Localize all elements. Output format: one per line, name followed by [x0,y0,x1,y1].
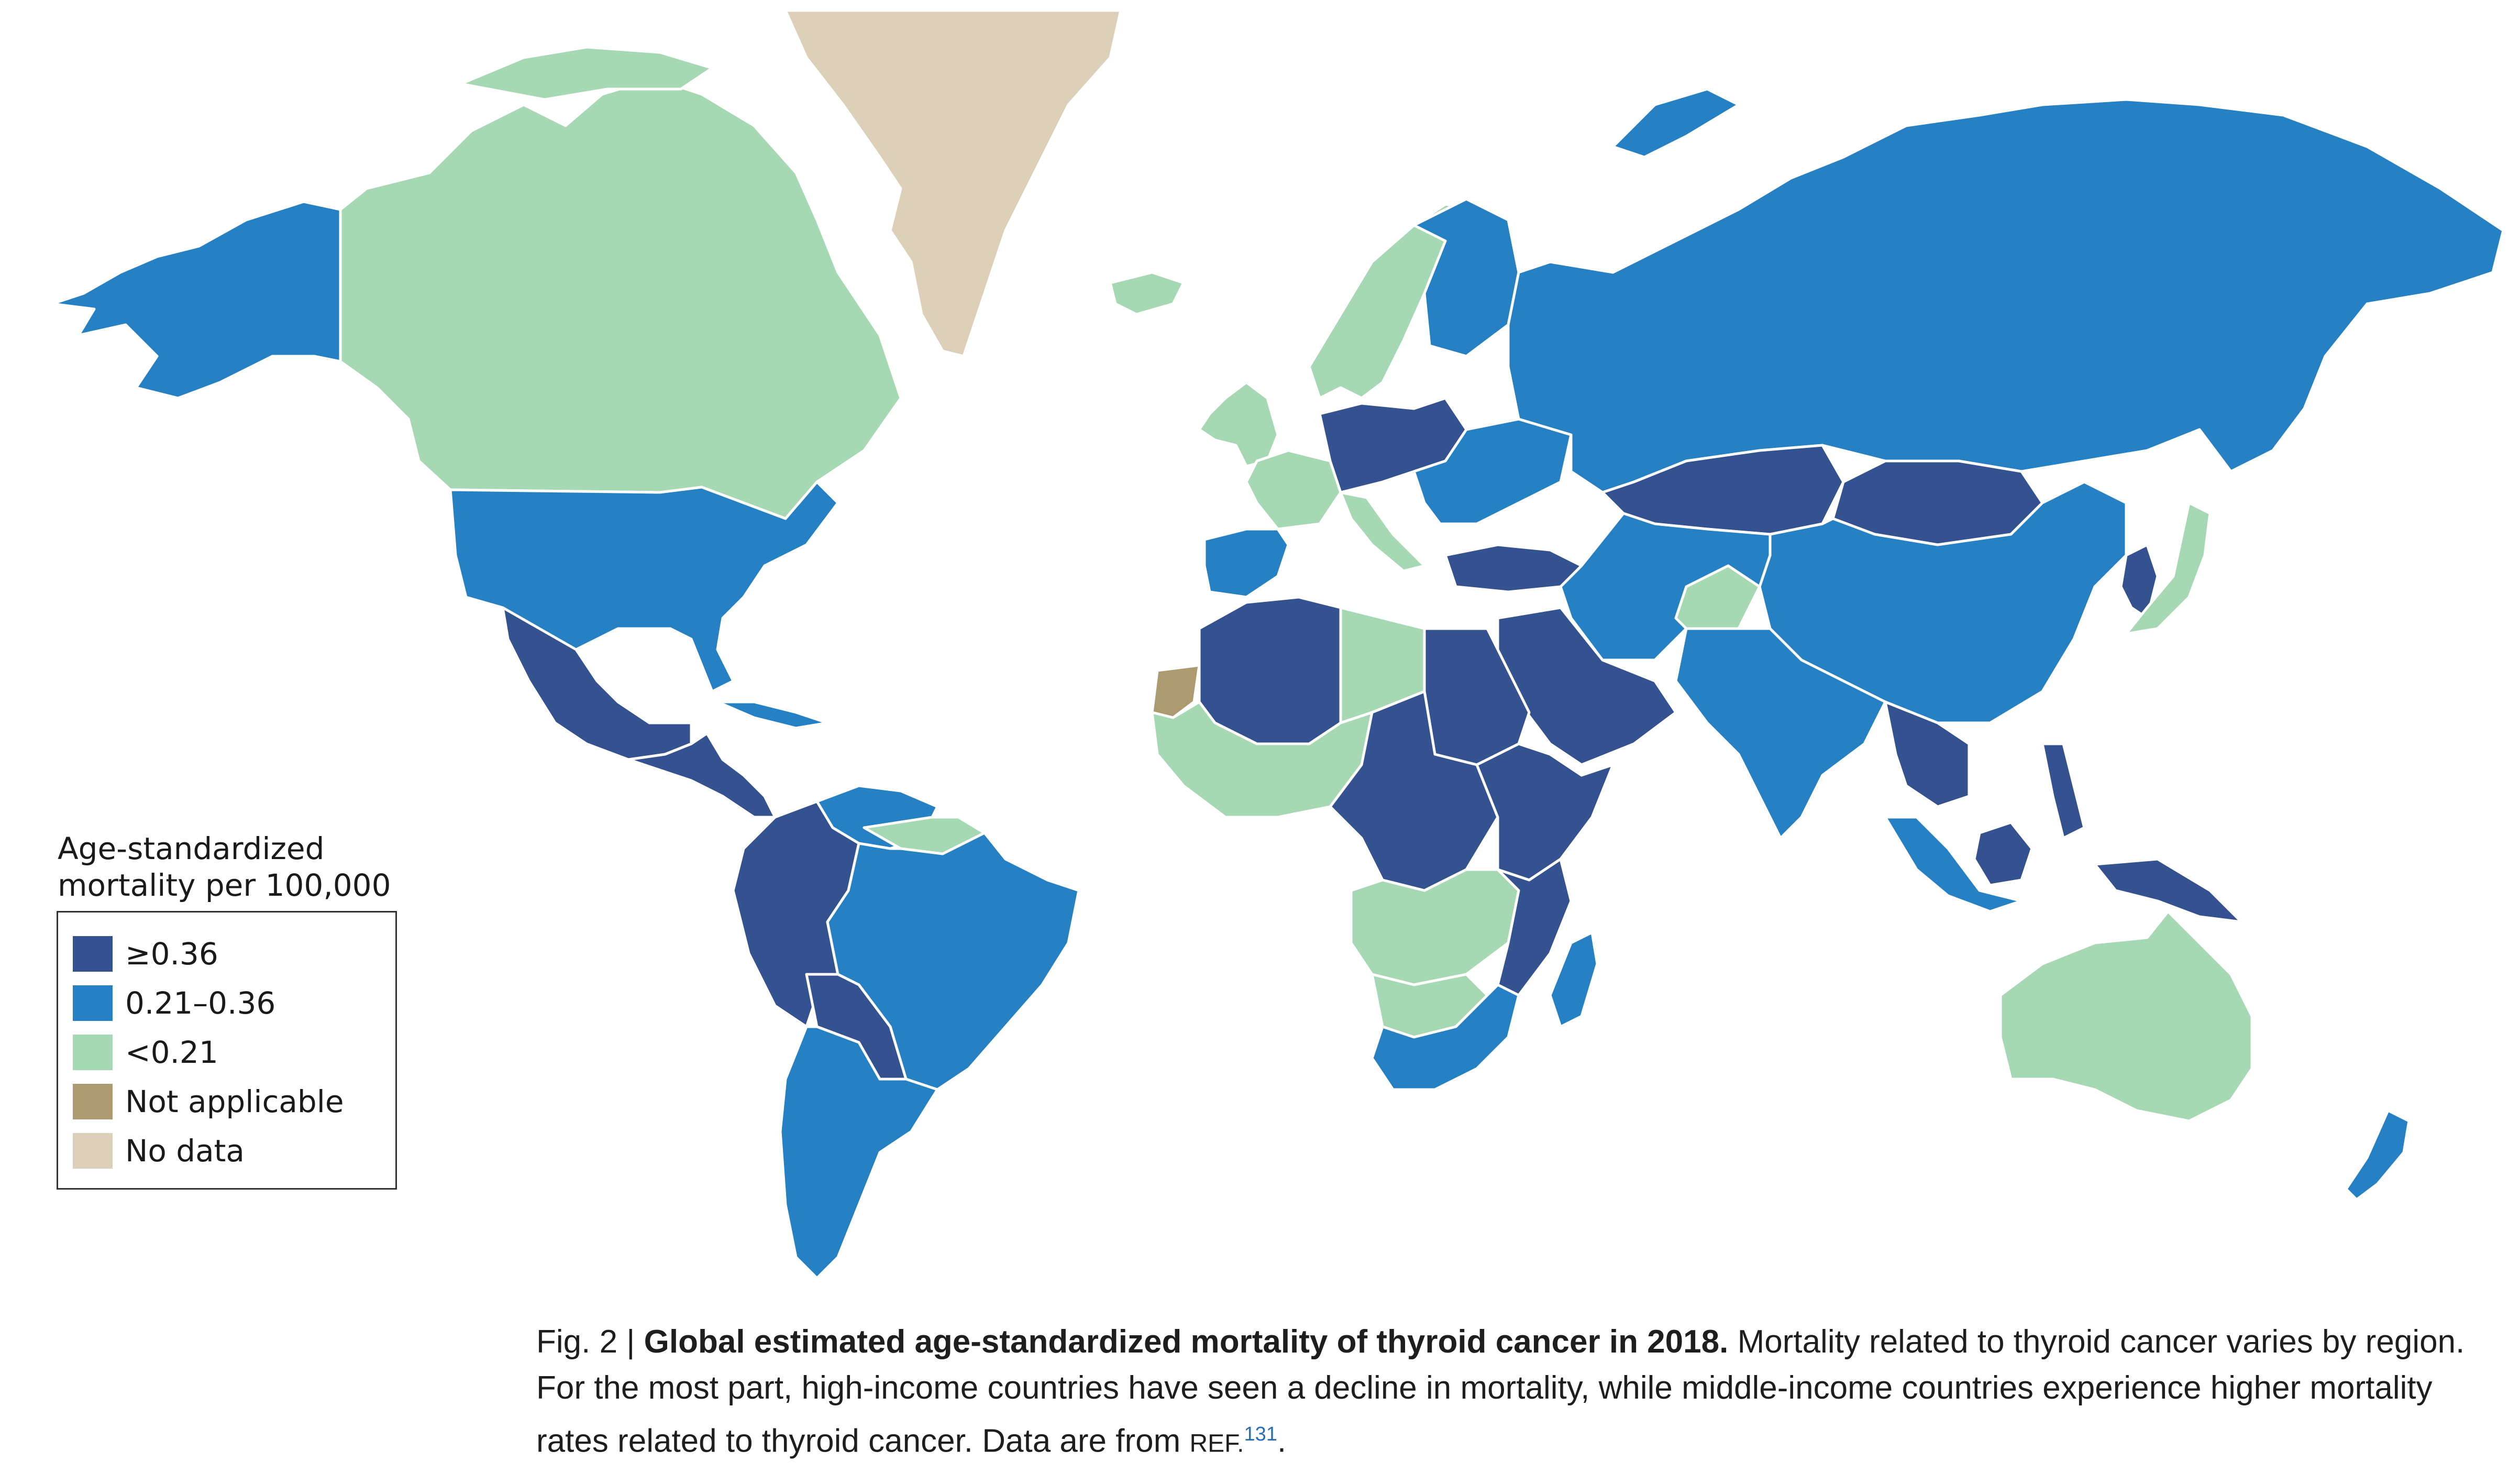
region-canada-islands [459,46,714,101]
legend-item-high: ≥0.36 [73,929,383,979]
legend-swatch-no-data [73,1133,113,1169]
region-eastern-europe [1412,417,1573,525]
region-central-america [627,732,777,819]
world-map-svg [51,9,2505,1278]
caption-end: . [1277,1423,1287,1459]
region-western-sahara [1151,664,1201,719]
caption-title: Global estimated age-standardized mortal… [644,1324,1729,1360]
legend-title-line1: Age-standardized [58,831,325,866]
region-iberia [1203,527,1290,599]
region-chile-argentina [779,1025,939,1278]
region-uk-ireland [1198,381,1279,468]
region-russia [1507,98,2505,494]
region-india-pakistan [1674,627,1887,840]
region-madagascar [1549,931,1599,1028]
region-east-africa [1475,742,1615,882]
figure-caption: Fig. 2 | Global estimated age-standardiz… [536,1319,2505,1467]
region-new-zealand [2345,1109,2411,1201]
region-finland [1412,197,1520,358]
region-southeast-africa [1496,858,1573,997]
region-iceland [1109,271,1185,316]
legend-label-low: <0.21 [125,1035,218,1070]
region-borneo [1973,821,2033,887]
legend-swatch-low [73,1035,113,1070]
region-central-africa [1329,690,1499,892]
caption-body: Mortality related to thyroid cancer vari… [536,1324,2465,1459]
region-north-africa-west [1198,596,1342,745]
legend-title: Age-standardized mortality per 100,000 [58,830,397,904]
region-cuba [716,700,829,730]
region-greenland [784,9,1122,358]
legend-swatch-mid [73,985,113,1021]
region-italy [1339,491,1426,573]
region-canada [339,77,902,520]
region-south-africa [1370,983,1520,1091]
legend-swatch-not-applicable [73,1084,113,1119]
region-angola-zambia [1350,868,1520,986]
region-new-guinea [2093,858,2243,924]
legend-box: ≥0.36 0.21–0.36 <0.21 Not applicable No … [57,911,397,1190]
legend-item-mid: 0.21–0.36 [73,979,383,1028]
legend: Age-standardized mortality per 100,000 ≥… [57,830,397,1190]
region-indonesia [1884,816,2023,913]
region-russia-north [1611,87,1740,159]
legend-label-high: ≥0.36 [125,936,218,972]
legend-label-no-data: No data [125,1133,245,1169]
caption-ref-label: REF. [1189,1430,1244,1458]
caption-fig-number: Fig. 2 | [536,1324,635,1360]
legend-item-low: <0.21 [73,1028,383,1077]
region-japan [2125,501,2212,635]
legend-title-line2: mortality per 100,000 [58,867,391,903]
region-philippines [2041,742,2086,840]
legend-item-not-applicable: Not applicable [73,1077,383,1126]
region-indochina [1884,700,1971,808]
world-map [51,9,2505,1278]
region-alaska [51,200,342,400]
region-france [1245,449,1342,531]
region-china [1758,480,2128,724]
caption-ref-number: 131 [1244,1423,1277,1445]
legend-item-no-data: No data [73,1126,383,1175]
legend-swatch-high [73,936,113,972]
legend-label-mid: 0.21–0.36 [125,985,276,1021]
legend-label-not-applicable: Not applicable [125,1084,344,1119]
region-australia [1999,910,2253,1123]
